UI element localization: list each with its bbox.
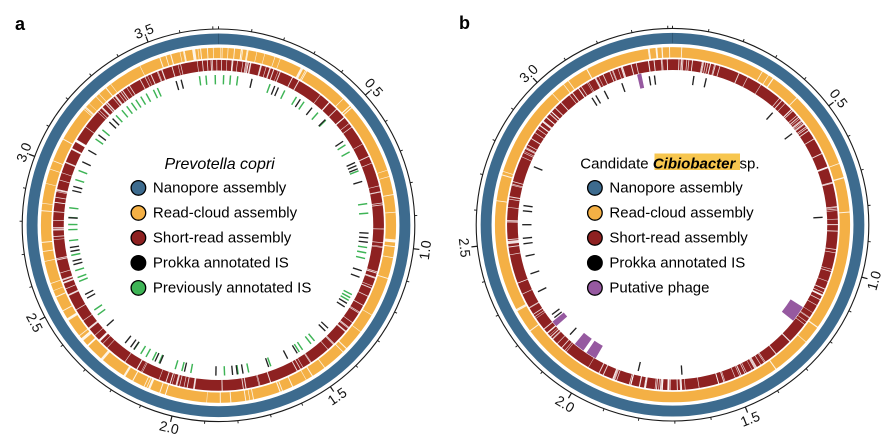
svg-text:Putative phage: Putative phage bbox=[609, 279, 709, 296]
svg-text:Prevotella copri: Prevotella copri bbox=[164, 156, 275, 173]
svg-text:Short-read assembly: Short-read assembly bbox=[153, 229, 292, 246]
svg-text:3.0: 3.0 bbox=[13, 140, 35, 164]
svg-text:3.5: 3.5 bbox=[132, 20, 156, 42]
svg-text:b: b bbox=[459, 13, 470, 33]
svg-text:2.5: 2.5 bbox=[456, 237, 474, 258]
svg-text:1.0: 1.0 bbox=[416, 239, 434, 260]
svg-text:1.0: 1.0 bbox=[864, 269, 885, 292]
svg-text:Candidate Cibiobacter sp.: Candidate Cibiobacter sp. bbox=[580, 156, 759, 173]
svg-text:Prokka annotated IS: Prokka annotated IS bbox=[153, 254, 289, 271]
svg-text:Short-read assembly: Short-read assembly bbox=[609, 229, 748, 246]
svg-text:Previously annotated IS: Previously annotated IS bbox=[153, 279, 311, 296]
svg-text:Read-cloud assembly: Read-cloud assembly bbox=[609, 204, 754, 221]
svg-text:Prokka annotated IS: Prokka annotated IS bbox=[609, 254, 745, 271]
svg-text:Read-cloud assembly: Read-cloud assembly bbox=[153, 204, 298, 221]
svg-text:Nanopore assembly: Nanopore assembly bbox=[153, 179, 287, 196]
svg-text:Nanopore assembly: Nanopore assembly bbox=[609, 179, 743, 196]
svg-text:a: a bbox=[15, 14, 26, 34]
svg-text:2.0: 2.0 bbox=[158, 417, 181, 437]
svg-text:1.5: 1.5 bbox=[738, 408, 762, 430]
